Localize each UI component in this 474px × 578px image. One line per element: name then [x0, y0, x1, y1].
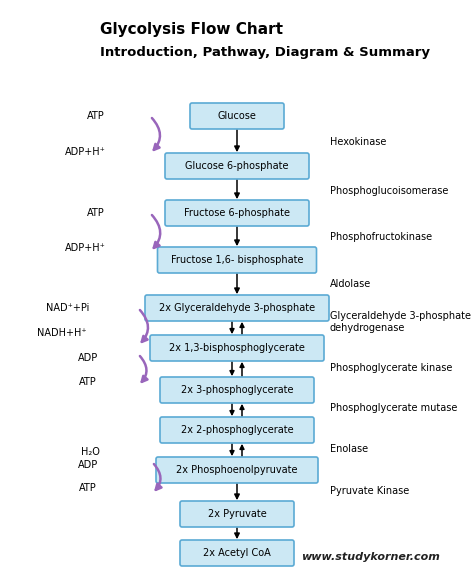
- FancyBboxPatch shape: [145, 295, 329, 321]
- Text: Phosphoglycerate kinase: Phosphoglycerate kinase: [330, 363, 452, 373]
- Text: 2x Glyceraldehyde 3-phosphate: 2x Glyceraldehyde 3-phosphate: [159, 303, 315, 313]
- Text: ADP+H⁺: ADP+H⁺: [64, 243, 105, 253]
- Text: Glucose 6-phosphate: Glucose 6-phosphate: [185, 161, 289, 171]
- FancyBboxPatch shape: [157, 247, 317, 273]
- Text: ATP: ATP: [87, 208, 105, 218]
- Text: Fructose 6-phosphate: Fructose 6-phosphate: [184, 208, 290, 218]
- Text: Phosphoglycerate mutase: Phosphoglycerate mutase: [330, 403, 457, 413]
- Text: Introduction, Pathway, Diagram & Summary: Introduction, Pathway, Diagram & Summary: [100, 46, 430, 59]
- FancyBboxPatch shape: [190, 103, 284, 129]
- Text: NADH+H⁺: NADH+H⁺: [37, 328, 87, 338]
- Text: ADP: ADP: [78, 460, 98, 470]
- Text: ADP: ADP: [78, 353, 98, 363]
- FancyBboxPatch shape: [180, 501, 294, 527]
- FancyBboxPatch shape: [150, 335, 324, 361]
- Text: Phosphoglucoisomerase: Phosphoglucoisomerase: [330, 186, 448, 196]
- Text: Fructose 1,6- bisphosphate: Fructose 1,6- bisphosphate: [171, 255, 303, 265]
- Text: NAD⁺+Pi: NAD⁺+Pi: [46, 303, 90, 313]
- FancyBboxPatch shape: [180, 540, 294, 566]
- Text: www.studykorner.com: www.studykorner.com: [301, 552, 439, 562]
- Text: Hexokinase: Hexokinase: [330, 137, 386, 147]
- Text: 2x 1,3-bisphosphoglycerate: 2x 1,3-bisphosphoglycerate: [169, 343, 305, 353]
- FancyBboxPatch shape: [165, 153, 309, 179]
- Text: 2x 2-phosphoglycerate: 2x 2-phosphoglycerate: [181, 425, 293, 435]
- FancyBboxPatch shape: [165, 200, 309, 226]
- Text: Aldolase: Aldolase: [330, 279, 371, 289]
- Text: Pyruvate Kinase: Pyruvate Kinase: [330, 486, 409, 496]
- Text: Enolase: Enolase: [330, 444, 368, 454]
- FancyBboxPatch shape: [160, 377, 314, 403]
- Text: 2x Acetyl CoA: 2x Acetyl CoA: [203, 548, 271, 558]
- Text: Phosphofructokinase: Phosphofructokinase: [330, 232, 432, 242]
- Text: ATP: ATP: [79, 483, 97, 493]
- Text: ATP: ATP: [87, 111, 105, 121]
- FancyBboxPatch shape: [156, 457, 318, 483]
- Text: Glyceraldehyde 3-phosphate
dehydrogenase: Glyceraldehyde 3-phosphate dehydrogenase: [330, 311, 471, 333]
- Text: Glycolysis Flow Chart: Glycolysis Flow Chart: [100, 22, 283, 37]
- FancyBboxPatch shape: [160, 417, 314, 443]
- Text: Glucose: Glucose: [218, 111, 256, 121]
- Text: H₂O: H₂O: [81, 447, 100, 457]
- Text: 2x 3-phosphoglycerate: 2x 3-phosphoglycerate: [181, 385, 293, 395]
- Text: 2x Phosphoenolpyruvate: 2x Phosphoenolpyruvate: [176, 465, 298, 475]
- Text: ATP: ATP: [79, 377, 97, 387]
- Text: ADP+H⁺: ADP+H⁺: [64, 147, 105, 157]
- Text: 2x Pyruvate: 2x Pyruvate: [208, 509, 266, 519]
